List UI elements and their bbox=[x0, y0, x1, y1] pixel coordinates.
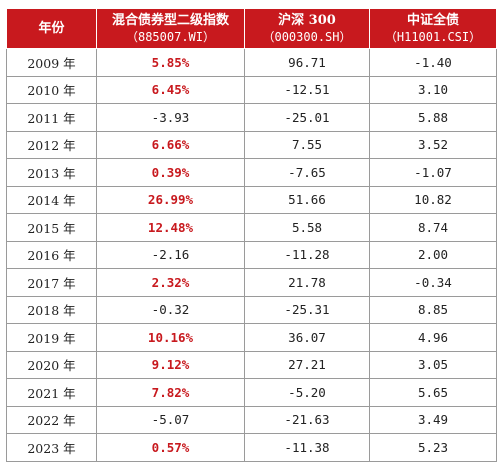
cell-csi-bond-return: 5.23 bbox=[369, 433, 497, 462]
table-row: 2021 年 7.82% -5.20 5.65 bbox=[6, 378, 497, 407]
cell-csi-bond-return: 4.96 bbox=[369, 323, 497, 352]
table-row: 2017 年 2.32% 21.78 -0.34 bbox=[6, 268, 497, 297]
cell-csi-bond-return: 3.52 bbox=[369, 130, 497, 159]
header-mixed-bond-index: 混合债券型二级指数 （885007.WI） bbox=[96, 8, 245, 49]
cell-year: 2022 年 bbox=[6, 405, 97, 434]
cell-year: 2021 年 bbox=[6, 378, 97, 407]
cell-hs300-return: 36.07 bbox=[244, 323, 370, 352]
cell-hs300-return: 51.66 bbox=[244, 185, 370, 214]
cell-year: 2009 年 bbox=[6, 48, 97, 77]
cell-hs300-return: 7.55 bbox=[244, 130, 370, 159]
cell-hs300-return: -11.38 bbox=[244, 433, 370, 462]
cell-csi-bond-return: 8.85 bbox=[369, 295, 497, 324]
cell-year: 2010 年 bbox=[6, 75, 97, 104]
table-row: 2012 年 6.66% 7.55 3.52 bbox=[6, 130, 497, 159]
returns-table-container: 年份 混合债券型二级指数 （885007.WI） 沪深 300 （000300.… bbox=[6, 8, 497, 462]
header-mixed-bond-title: 混合债券型二级指数 bbox=[111, 12, 229, 28]
table-row: 2011 年 -3.93 -25.01 5.88 bbox=[6, 103, 497, 132]
cell-year: 2014 年 bbox=[6, 185, 97, 214]
cell-csi-bond-return: 2.00 bbox=[369, 240, 497, 269]
header-hs300-code: （000300.SH） bbox=[262, 29, 352, 44]
cell-hs300-return: -25.31 bbox=[244, 295, 370, 324]
cell-mixed-bond-return: 6.66% bbox=[96, 130, 245, 159]
table-row: 2020 年 9.12% 27.21 3.05 bbox=[6, 350, 497, 379]
cell-csi-bond-return: 8.74 bbox=[369, 213, 497, 242]
annual-returns-table: 年份 混合债券型二级指数 （885007.WI） 沪深 300 （000300.… bbox=[6, 8, 497, 462]
cell-mixed-bond-return: 12.48% bbox=[96, 213, 245, 242]
header-year: 年份 bbox=[6, 8, 97, 49]
cell-hs300-return: 5.58 bbox=[244, 213, 370, 242]
table-body: 2009 年 5.85% 96.71 -1.40 2010 年 6.45% -12.51 3.… bbox=[6, 48, 497, 462]
cell-hs300-return: -11.28 bbox=[244, 240, 370, 269]
table-row: 2010 年 6.45% -12.51 3.10 bbox=[6, 75, 497, 104]
cell-csi-bond-return: 10.82 bbox=[369, 185, 497, 214]
cell-mixed-bond-return: 26.99% bbox=[96, 185, 245, 214]
cell-year: 2011 年 bbox=[6, 103, 97, 132]
table-row: 2016 年 -2.16 -11.28 2.00 bbox=[6, 240, 497, 269]
cell-hs300-return: -12.51 bbox=[244, 75, 370, 104]
cell-year: 2019 年 bbox=[6, 323, 97, 352]
cell-mixed-bond-return: -5.07 bbox=[96, 405, 245, 434]
table-row: 2009 年 5.85% 96.71 -1.40 bbox=[6, 48, 497, 77]
header-row: 年份 混合债券型二级指数 （885007.WI） 沪深 300 （000300.… bbox=[6, 8, 497, 49]
cell-csi-bond-return: -1.40 bbox=[369, 48, 497, 77]
table-row: 2023 年 0.57% -11.38 5.23 bbox=[6, 433, 497, 462]
cell-mixed-bond-return: 0.57% bbox=[96, 433, 245, 462]
header-csi-bond-code: （H11001.CSI） bbox=[384, 29, 482, 44]
cell-mixed-bond-return: 10.16% bbox=[96, 323, 245, 352]
cell-mixed-bond-return: -2.16 bbox=[96, 240, 245, 269]
cell-year: 2013 年 bbox=[6, 158, 97, 187]
cell-year: 2015 年 bbox=[6, 213, 97, 242]
table-row: 2022 年 -5.07 -21.63 3.49 bbox=[6, 405, 497, 434]
cell-year: 2017 年 bbox=[6, 268, 97, 297]
header-csi-bond: 中证全债 （H11001.CSI） bbox=[369, 8, 497, 49]
header-year-title: 年份 bbox=[38, 20, 65, 36]
cell-mixed-bond-return: 2.32% bbox=[96, 268, 245, 297]
cell-csi-bond-return: 5.65 bbox=[369, 378, 497, 407]
table-row: 2018 年 -0.32 -25.31 8.85 bbox=[6, 295, 497, 324]
cell-year: 2020 年 bbox=[6, 350, 97, 379]
cell-csi-bond-return: -1.07 bbox=[369, 158, 497, 187]
cell-hs300-return: 27.21 bbox=[244, 350, 370, 379]
cell-year: 2018 年 bbox=[6, 295, 97, 324]
cell-mixed-bond-return: -0.32 bbox=[96, 295, 245, 324]
cell-csi-bond-return: 3.05 bbox=[369, 350, 497, 379]
cell-hs300-return: 96.71 bbox=[244, 48, 370, 77]
cell-mixed-bond-return: 9.12% bbox=[96, 350, 245, 379]
cell-hs300-return: 21.78 bbox=[244, 268, 370, 297]
cell-mixed-bond-return: -3.93 bbox=[96, 103, 245, 132]
header-hs300: 沪深 300 （000300.SH） bbox=[244, 8, 370, 49]
cell-csi-bond-return: -0.34 bbox=[369, 268, 497, 297]
cell-mixed-bond-return: 7.82% bbox=[96, 378, 245, 407]
table-row: 2019 年 10.16% 36.07 4.96 bbox=[6, 323, 497, 352]
cell-mixed-bond-return: 5.85% bbox=[96, 48, 245, 77]
table-row: 2015 年 12.48% 5.58 8.74 bbox=[6, 213, 497, 242]
cell-csi-bond-return: 3.10 bbox=[369, 75, 497, 104]
cell-hs300-return: -7.65 bbox=[244, 158, 370, 187]
table-row: 2013 年 0.39% -7.65 -1.07 bbox=[6, 158, 497, 187]
header-csi-bond-title: 中证全债 bbox=[406, 12, 459, 28]
cell-hs300-return: -21.63 bbox=[244, 405, 370, 434]
header-mixed-bond-code: （885007.WI） bbox=[125, 29, 216, 44]
table-header: 年份 混合债券型二级指数 （885007.WI） 沪深 300 （000300.… bbox=[6, 8, 497, 49]
cell-csi-bond-return: 3.49 bbox=[369, 405, 497, 434]
cell-year: 2023 年 bbox=[6, 433, 97, 462]
cell-year: 2016 年 bbox=[6, 240, 97, 269]
table-row: 2014 年 26.99% 51.66 10.82 bbox=[6, 185, 497, 214]
cell-hs300-return: -25.01 bbox=[244, 103, 370, 132]
cell-mixed-bond-return: 6.45% bbox=[96, 75, 245, 104]
cell-mixed-bond-return: 0.39% bbox=[96, 158, 245, 187]
cell-hs300-return: -5.20 bbox=[244, 378, 370, 407]
cell-csi-bond-return: 5.88 bbox=[369, 103, 497, 132]
header-hs300-title: 沪深 300 bbox=[278, 12, 336, 28]
cell-year: 2012 年 bbox=[6, 130, 97, 159]
